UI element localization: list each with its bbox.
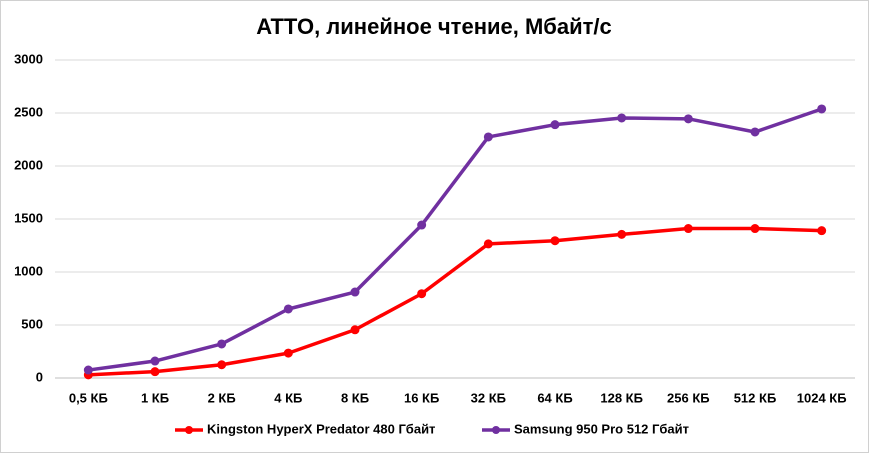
data-point xyxy=(150,356,160,366)
data-point xyxy=(617,229,627,239)
data-point xyxy=(617,113,627,123)
series-line xyxy=(88,107,823,372)
y-tick-label: 2500 xyxy=(14,104,43,119)
x-tick-label: 32 КБ xyxy=(471,390,506,405)
x-tick-label: 0,5 КБ xyxy=(69,390,108,405)
data-point xyxy=(683,114,693,124)
x-tick-label: 128 КБ xyxy=(600,390,643,405)
x-tick-label: 1024 КБ xyxy=(797,390,847,405)
data-point xyxy=(683,224,693,234)
data-point xyxy=(283,348,293,358)
data-point xyxy=(217,360,227,370)
x-tick-label: 1 КБ xyxy=(141,390,169,405)
x-tick-label: 8 КБ xyxy=(341,390,369,405)
y-tick-label: 3000 xyxy=(14,51,43,66)
x-tick-label: 64 КБ xyxy=(537,390,572,405)
data-point xyxy=(817,104,827,114)
data-point xyxy=(550,120,560,130)
series-line xyxy=(88,226,822,377)
data-point xyxy=(83,365,93,375)
data-point xyxy=(750,127,760,137)
y-tick-label: 1000 xyxy=(14,263,43,278)
y-tick-label: 2000 xyxy=(14,157,43,172)
data-point xyxy=(750,224,760,234)
data-point xyxy=(417,289,427,299)
data-point xyxy=(417,220,427,230)
data-point xyxy=(350,287,360,297)
data-point xyxy=(550,236,560,246)
legend-marker xyxy=(492,426,500,434)
data-point xyxy=(150,367,160,377)
y-tick-label: 500 xyxy=(21,316,43,331)
chart-title: ATTO, линейное чтение, Мбайт/с xyxy=(256,14,612,39)
data-point xyxy=(483,239,493,249)
data-point xyxy=(217,339,227,349)
x-tick-label: 2 КБ xyxy=(208,390,236,405)
y-tick-label: 0 xyxy=(36,369,43,384)
data-point xyxy=(483,132,493,142)
x-tick-label: 512 КБ xyxy=(734,390,777,405)
x-tick-label: 4 КБ xyxy=(274,390,302,405)
data-point xyxy=(817,226,827,236)
legend-label: Samsung 950 Pro 512 Гбайт xyxy=(514,421,689,436)
legend-label: Kingston HyperX Predator 480 Гбайт xyxy=(207,421,435,436)
data-point xyxy=(350,325,360,335)
x-tick-label: 16 КБ xyxy=(404,390,439,405)
x-tick-label: 256 КБ xyxy=(667,390,710,405)
data-point xyxy=(283,304,293,314)
y-tick-label: 1500 xyxy=(14,210,43,225)
legend-marker xyxy=(185,426,193,434)
